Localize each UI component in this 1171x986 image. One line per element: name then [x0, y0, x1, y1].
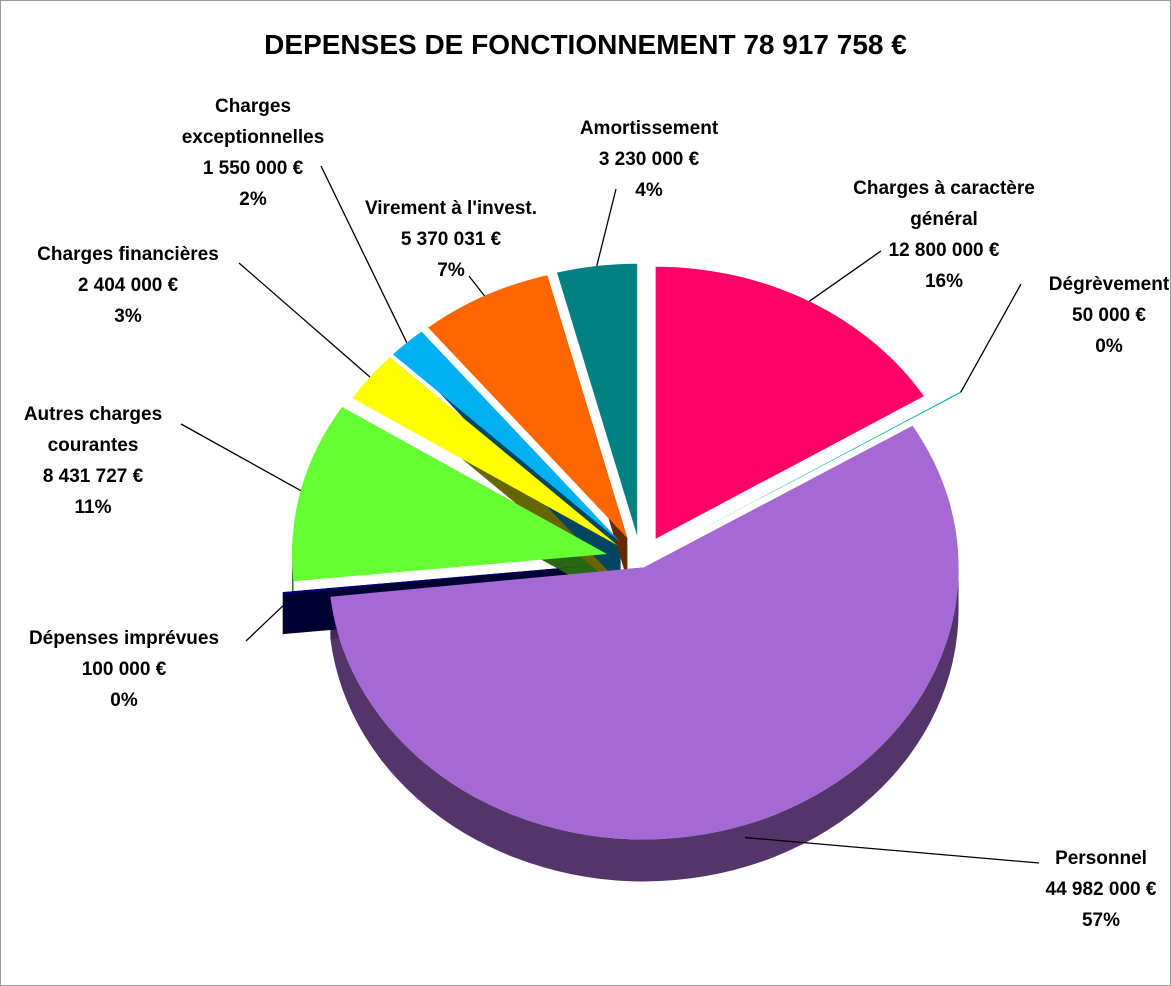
label-amount: 2 404 000 € — [77, 275, 179, 296]
label-name: Personnel — [1055, 848, 1147, 869]
slice — [392, 331, 621, 543]
slice-label: Personnel 44 982 000 € 57% — [1021, 843, 1170, 936]
slice-label: Amortissement 3 230 000 € 4% — [549, 113, 749, 206]
leader-line — [744, 836, 1040, 864]
slice — [428, 275, 628, 539]
label-percent: 57% — [1081, 910, 1121, 931]
label-percent: 16% — [924, 271, 964, 292]
slice-label: Dépenses imprévues 100 000 € 0% — [1, 623, 249, 716]
label-amount: 12 800 000 € — [888, 240, 1000, 261]
leader-line — [320, 165, 408, 343]
slice-label: Autres charges courantes 8 431 727 € 11% — [1, 399, 188, 523]
slice-label: Dégrèvement 50 000 € 0% — [1044, 269, 1170, 362]
label-percent: 11% — [74, 497, 112, 518]
slice — [352, 357, 618, 546]
slice — [692, 391, 962, 535]
label-percent: 3% — [114, 306, 142, 327]
label-name: Charges exceptionnelles — [181, 96, 325, 148]
label-name: Charges à caractère général — [853, 178, 1035, 230]
leader-line — [960, 283, 1022, 393]
label-percent: 2% — [239, 189, 267, 210]
slice — [557, 263, 638, 536]
slice — [282, 564, 597, 595]
label-amount: 3 230 000 € — [598, 149, 700, 170]
label-amount: 5 370 031 € — [400, 229, 502, 250]
label-name: Dépenses imprévues — [28, 628, 220, 649]
slice — [655, 266, 924, 539]
leader-line — [245, 605, 284, 642]
leader-line — [180, 423, 301, 492]
label-amount: 8 431 727 € — [42, 466, 144, 487]
slice-label: Charges financières 2 404 000 € 3% — [3, 239, 253, 332]
leader-line — [808, 250, 882, 302]
label-amount: 1 550 000 € — [202, 158, 304, 179]
label-name: Dégrèvement — [1048, 274, 1170, 295]
slice — [330, 425, 959, 840]
slice-label: Charges exceptionnelles 1 550 000 € 2% — [178, 91, 328, 215]
leader-line — [238, 262, 371, 378]
label-name: Amortissement — [579, 118, 719, 139]
slice-side — [330, 567, 959, 882]
label-amount: 44 982 000 € — [1045, 879, 1157, 900]
leader-line — [596, 188, 617, 267]
slice-label: Virement à l'invest. 5 370 031 € 7% — [336, 193, 566, 286]
label-name: Charges financières — [37, 244, 219, 265]
chart-title: DEPENSES DE FONCTIONNEMENT 78 917 758 € — [264, 29, 907, 60]
label-percent: 7% — [437, 260, 465, 281]
label-percent: 0% — [110, 690, 138, 711]
label-percent: 0% — [1095, 336, 1123, 357]
label-name: Autres charges courantes — [23, 404, 163, 456]
leader-line — [468, 275, 485, 297]
slice-label: Charges à caractère général 12 800 000 € 1… — [844, 173, 1044, 297]
label-percent: 4% — [635, 180, 663, 201]
slice — [291, 406, 607, 582]
label-name: Virement à l'invest. — [364, 198, 538, 219]
label-amount: 100 000 € — [81, 659, 167, 680]
label-amount: 50 000 € — [1072, 305, 1146, 326]
